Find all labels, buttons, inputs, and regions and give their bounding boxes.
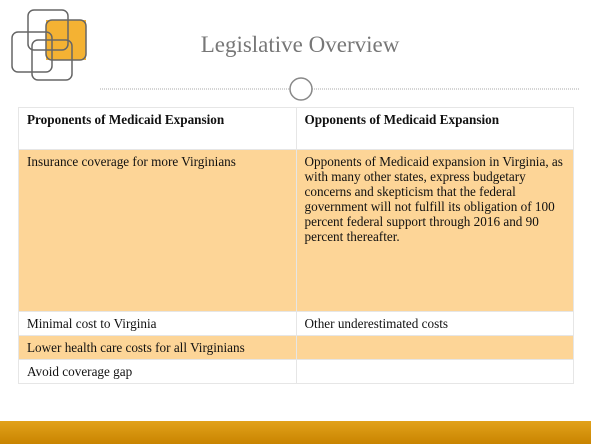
divider — [100, 77, 580, 101]
row: Minimal cost to Virginia Other underesti… — [18, 311, 574, 336]
cell — [295, 359, 574, 384]
comparison-table: Proponents of Medicaid Expansion Opponen… — [18, 107, 574, 384]
cell: Opponents of Medicaid expansion in Virgi… — [295, 149, 574, 312]
column-header: Proponents of Medicaid Expansion — [18, 107, 297, 150]
cell: Insurance coverage for more Virginians — [18, 149, 297, 312]
cell — [295, 335, 574, 360]
cell: Minimal cost to Virginia — [18, 311, 297, 336]
row: Lower health care costs for all Virginia… — [18, 335, 574, 360]
slide-title: Legislative Overview — [200, 32, 400, 57]
header-row: Proponents of Medicaid Expansion Opponen… — [18, 107, 574, 150]
footer-bar — [0, 421, 591, 444]
row: Insurance coverage for more Virginians O… — [18, 149, 574, 312]
cell: Other underestimated costs — [295, 311, 574, 336]
cell: Lower health care costs for all Virginia… — [18, 335, 297, 360]
row: Avoid coverage gap — [18, 359, 574, 384]
column-header: Opponents of Medicaid Expansion — [295, 107, 574, 150]
logo — [11, 9, 87, 81]
cell: Avoid coverage gap — [18, 359, 297, 384]
